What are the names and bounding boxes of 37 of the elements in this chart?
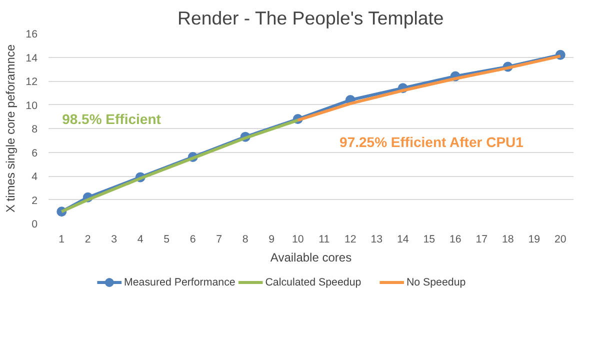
x-axis-title: Available cores (270, 250, 352, 264)
x-tick-label: 11 (318, 234, 330, 246)
x-tick-label: 9 (268, 234, 275, 246)
legend-label: Calculated Speedup (265, 276, 362, 288)
y-tick-label: 2 (32, 194, 38, 207)
x-tick-label: 3 (111, 234, 118, 246)
x-tick-label: 19 (528, 234, 540, 246)
x-tick-label: 17 (476, 234, 488, 246)
x-tick-label: 20 (554, 234, 566, 246)
x-tick-label: 10 (292, 234, 304, 246)
y-tick-label: 16 (26, 28, 38, 40)
x-tick-label: 4 (137, 234, 144, 246)
x-tick-label: 14 (396, 234, 409, 246)
chart-title: Render - The People's Template (178, 8, 444, 28)
x-tick-label: 7 (216, 234, 222, 246)
x-tick-label: 2 (84, 234, 91, 246)
x-tick-label: 18 (502, 234, 514, 246)
x-tick-label: 16 (449, 234, 462, 246)
y-axis-title: X times single core peforamnce (4, 44, 18, 213)
x-tick-label: 15 (423, 234, 436, 246)
y-tick-label: 14 (26, 52, 38, 64)
x-tick-label: 12 (344, 234, 356, 246)
x-tick-label: 8 (242, 234, 248, 246)
y-tick-label: 4 (32, 171, 38, 183)
y-tick-label: 6 (32, 147, 38, 160)
y-tick-label: 8 (32, 124, 38, 136)
legend-label: Measured Performance (124, 276, 236, 288)
x-tick-label: 13 (370, 234, 383, 246)
y-tick-label: 12 (26, 76, 38, 88)
annotation: 98.5% Efficient (62, 111, 162, 127)
y-tick-label: 10 (26, 100, 38, 112)
legend-label: No Speedup (406, 276, 466, 288)
x-tick-label: 1 (58, 234, 65, 246)
x-tick-label: 6 (190, 234, 196, 246)
annotation: 97.25% Efficient After CPU1 (340, 134, 524, 150)
x-tick-label: 5 (164, 234, 170, 246)
y-tick-label: 0 (32, 218, 38, 230)
